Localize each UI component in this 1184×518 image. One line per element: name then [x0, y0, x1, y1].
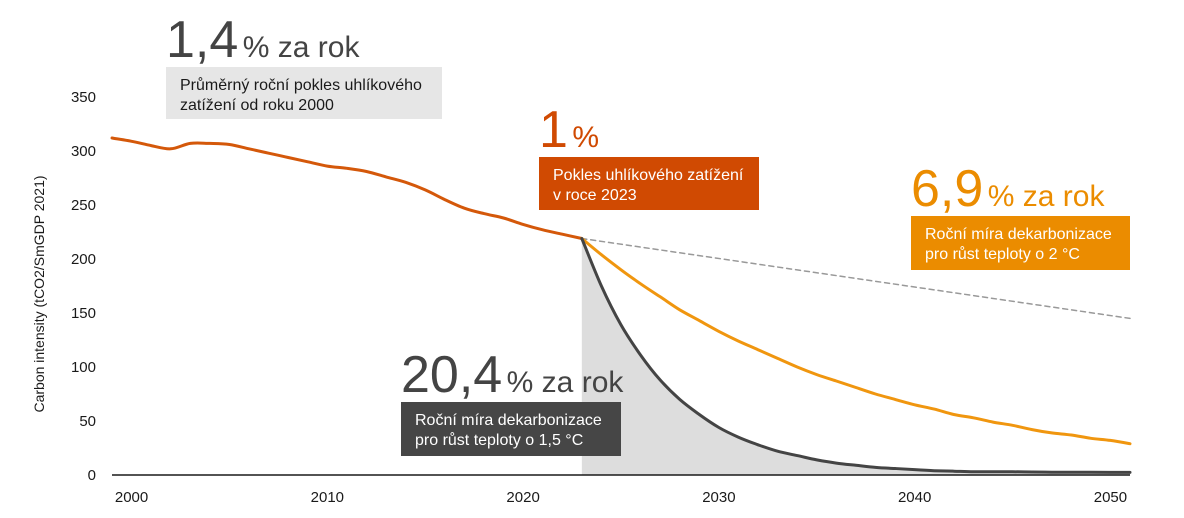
- x-axis-ticks: 2000 2010 2020 2030 2040 2050: [115, 489, 1127, 506]
- y-tick-label: 0: [88, 467, 96, 484]
- annotation-2023-decline-value: 1 %: [539, 104, 599, 156]
- annotation-average-decline-box: Průměrný roční pokles uhlíkového zatížen…: [166, 67, 442, 119]
- annotation-average-decline-value: 1,4 % za rok: [166, 14, 359, 66]
- historical-intensity-line: [110, 136, 584, 240]
- x-tick-label: 2020: [506, 489, 539, 506]
- annotation-unit: % za rok: [987, 180, 1105, 213]
- annotation-unit: %: [572, 121, 600, 154]
- trend-projection-line: [581, 237, 1131, 320]
- annotation-value: 1: [539, 101, 568, 159]
- x-tick-label: 2000: [115, 489, 148, 506]
- y-tick-label: 200: [71, 251, 96, 268]
- x-tick-label: 2050: [1094, 489, 1127, 506]
- annotation-2c-rate-value: 6,9 % za rok: [911, 163, 1104, 215]
- y-axis-ticks: 0 50 100 150 200 250 300 350: [71, 89, 96, 484]
- x-tick-label: 2010: [311, 489, 344, 506]
- annotation-value: 20,4: [401, 346, 503, 404]
- annotation-unit: % za rok: [506, 366, 624, 399]
- y-tick-label: 150: [71, 305, 96, 322]
- series-area-fill: [581, 238, 1130, 475]
- y-tick-label: 100: [71, 359, 96, 376]
- annotation-1-5c-rate-box: Roční míra dekarbonizace pro růst teplot…: [401, 402, 621, 456]
- y-tick-label: 50: [79, 413, 96, 430]
- annotation-text: Průměrný roční pokles uhlíkového zatížen…: [180, 77, 422, 114]
- annotation-text: Roční míra dekarbonizace pro růst teplot…: [415, 412, 602, 449]
- annotation-2023-decline-box: Pokles uhlíkového zatížení v roce 2023: [539, 157, 759, 210]
- x-tick-label: 2030: [702, 489, 735, 506]
- annotation-text: Pokles uhlíkového zatížení v roce 2023: [553, 167, 744, 204]
- y-tick-label: 300: [71, 143, 96, 160]
- y-tick-label: 250: [71, 197, 96, 214]
- one-point-five-pathway-line: [580, 237, 1132, 474]
- annotation-value: 1,4: [166, 11, 239, 69]
- annotation-value: 6,9: [911, 160, 984, 218]
- annotation-2c-rate-box: Roční míra dekarbonizace pro růst teplot…: [911, 216, 1130, 270]
- annotation-unit: % za rok: [242, 31, 360, 64]
- x-tick-label: 2040: [898, 489, 931, 506]
- y-tick-label: 350: [71, 89, 96, 106]
- annotation-text: Roční míra dekarbonizace pro růst teplot…: [925, 226, 1112, 263]
- annotation-1-5c-rate-value: 20,4 % za rok: [401, 349, 623, 401]
- y-axis-label: Carbon intensity (tCO2/SmGDP 2021): [31, 175, 47, 412]
- two-degree-pathway-line: [580, 237, 1132, 446]
